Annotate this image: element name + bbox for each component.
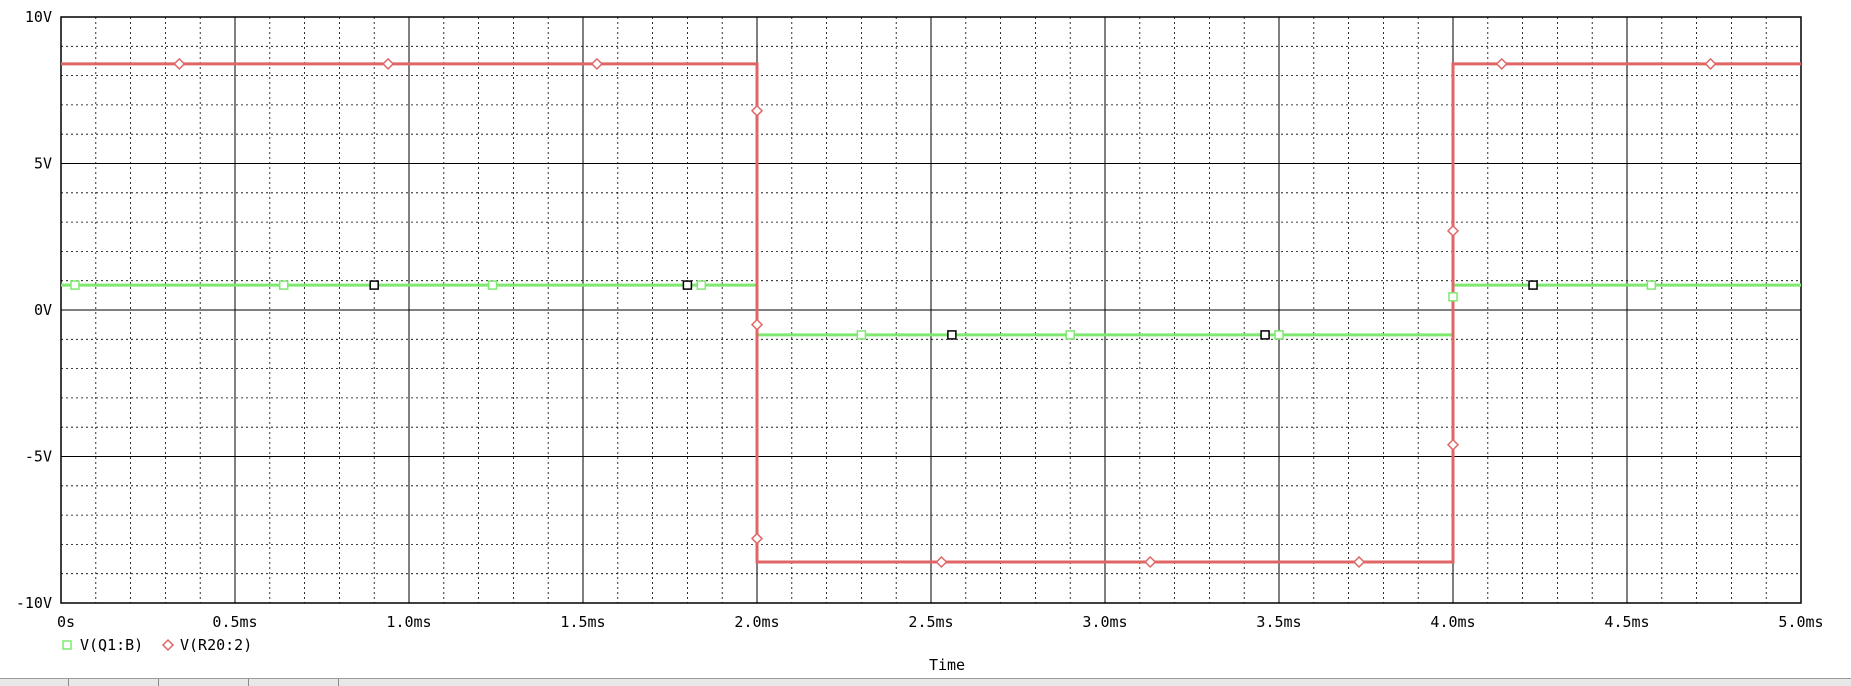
- x-tick-label: 3.0ms: [1082, 613, 1127, 631]
- y-tick-label: 5V: [34, 155, 52, 173]
- y-tick-label: -10V: [16, 594, 52, 612]
- x-tick-label: 1.5ms: [560, 613, 605, 631]
- x-tick-labels: 0s 0.5ms 1.0ms 1.5ms 2.0ms 2.5ms 3.0ms 3.5ms 4.0…: [57, 613, 1824, 631]
- x-tick-label: 4.0ms: [1430, 613, 1475, 631]
- legend: V(Q1:B) V(R20:2): [63, 636, 252, 654]
- series-marker-diamond: [752, 106, 762, 116]
- y-tick-label: 0V: [34, 301, 52, 319]
- series-marker-diamond: [1145, 557, 1155, 567]
- cursor-marker: [370, 281, 378, 289]
- x-tick-label: 0s: [57, 613, 75, 631]
- legend-label-v-q1-b: V(Q1:B): [80, 636, 143, 654]
- marker-layer: [71, 59, 1716, 567]
- series-marker-square: [71, 281, 79, 289]
- y-tick-label: 10V: [25, 8, 52, 26]
- series-marker-square: [1449, 293, 1457, 301]
- cursor-marker: [1529, 281, 1537, 289]
- series-marker-diamond: [752, 320, 762, 330]
- x-tick-label: 3.5ms: [1256, 613, 1301, 631]
- x-tick-label: 4.5ms: [1604, 613, 1649, 631]
- series-marker-square: [1066, 331, 1074, 339]
- series-marker-square: [857, 331, 865, 339]
- series-marker-square: [280, 281, 288, 289]
- series-marker-square: [489, 281, 497, 289]
- x-tick-label: 2.5ms: [908, 613, 953, 631]
- legend-marker-v-q1-b: [63, 641, 71, 649]
- cursor-marker: [683, 281, 691, 289]
- series-marker-diamond: [592, 59, 602, 69]
- series-marker-diamond: [1448, 440, 1458, 450]
- series-marker-diamond: [1497, 59, 1507, 69]
- series-marker-square: [1275, 331, 1283, 339]
- series-marker-diamond: [1354, 557, 1364, 567]
- series-marker-diamond: [174, 59, 184, 69]
- series-marker-diamond: [1706, 59, 1716, 69]
- series-marker-diamond: [383, 59, 393, 69]
- series-marker-diamond: [752, 534, 762, 544]
- cursor-marker: [948, 331, 956, 339]
- x-tick-label: 5.0ms: [1778, 613, 1823, 631]
- y-tick-label: -5V: [25, 448, 52, 466]
- x-tick-label: 2.0ms: [734, 613, 779, 631]
- y-tick-labels: 10V 5V 0V -5V -10V: [16, 8, 52, 612]
- series-marker-square: [697, 281, 705, 289]
- x-tick-label: 0.5ms: [212, 613, 257, 631]
- series-marker-square: [1647, 281, 1655, 289]
- legend-label-v-r20-2: V(R20:2): [180, 636, 252, 654]
- cursor-marker: [1261, 331, 1269, 339]
- series-marker-diamond: [936, 557, 946, 567]
- legend-marker-v-r20-2: [163, 640, 173, 650]
- x-axis-title: Time: [929, 656, 965, 674]
- x-tick-label: 1.0ms: [386, 613, 431, 631]
- series-marker-diamond: [1448, 226, 1458, 236]
